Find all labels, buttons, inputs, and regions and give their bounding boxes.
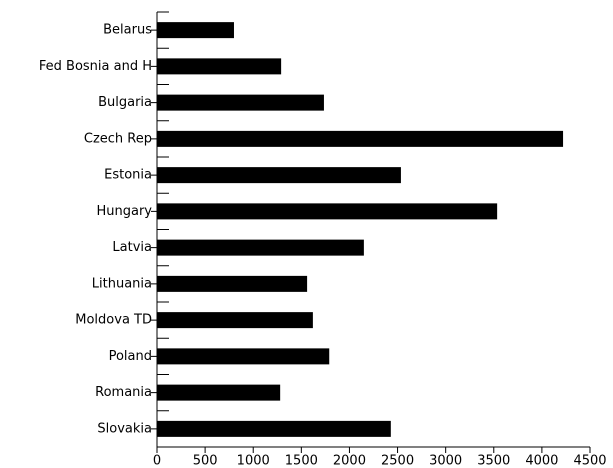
x-tick-label: 4500 [573,454,606,468]
bar [157,167,401,184]
bar [157,22,234,39]
y-tick-label: Latvia [112,240,152,255]
bar [157,130,564,147]
y-tick-label: Slovakia [97,421,152,436]
y-tick-label: Poland [109,349,152,364]
bar [157,384,281,401]
x-tick-label: 2000 [333,454,366,468]
x-tick-label: 500 [193,454,218,468]
bar [157,275,308,292]
y-tick-label: Czech Rep [84,131,152,146]
bar [157,420,391,437]
bar [157,203,498,220]
y-tick-label: Fed Bosnia and H [39,59,152,74]
y-tick-label: Estonia [104,168,152,183]
x-tick-label: 0 [153,454,161,468]
y-tick-label: Moldova TD [75,313,152,328]
x-tick-label: 2500 [381,454,414,468]
y-tick-label: Hungary [96,204,152,219]
y-tick-label: Belarus [103,23,152,38]
x-tick-label: 1000 [237,454,270,468]
y-tick-label: Lithuania [92,276,152,291]
bar [157,58,282,75]
bar [157,348,330,365]
y-tick-label: Bulgaria [98,95,152,110]
x-tick-label: 3500 [477,454,510,468]
x-tick-label: 4000 [525,454,558,468]
bar [157,312,313,329]
x-tick-label: 1500 [285,454,318,468]
bar [157,94,324,111]
bar [157,239,364,256]
y-tick-label: Romania [95,385,152,400]
x-tick-label: 3000 [429,454,462,468]
